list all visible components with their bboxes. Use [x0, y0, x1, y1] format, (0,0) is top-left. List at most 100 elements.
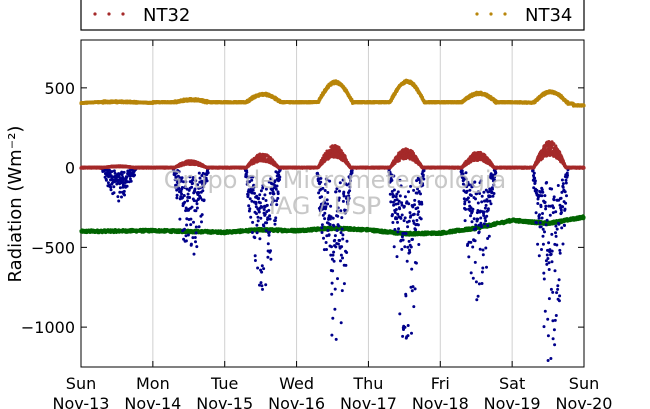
series-blue-point	[546, 334, 550, 338]
series-blue-point	[553, 269, 557, 273]
series-blue-point	[333, 287, 337, 291]
series-blue-point	[401, 238, 405, 242]
series-blue-point	[393, 211, 397, 214]
series-blue-point	[340, 289, 344, 293]
series-blue-point	[257, 210, 261, 214]
series-blue-point	[194, 209, 198, 213]
series-blue-point	[564, 178, 568, 182]
series-blue-point	[133, 173, 136, 177]
series-blue-point	[550, 260, 554, 264]
series-blue-point	[263, 212, 267, 216]
series-blue-point	[269, 257, 273, 261]
series-blue-point	[535, 188, 539, 192]
series-blue-point	[475, 298, 479, 302]
series-blue-point	[543, 309, 547, 313]
series-blue-point	[549, 357, 553, 360]
series-blue-point	[478, 247, 482, 251]
series-blue-point	[326, 229, 330, 232]
series-blue-point	[267, 233, 271, 237]
series-blue-point	[537, 216, 541, 220]
series-blue-point	[332, 259, 336, 263]
series-blue-point	[556, 284, 560, 288]
series-blue-point	[420, 202, 424, 206]
series-blue-point	[266, 255, 270, 259]
series-blue-point	[412, 305, 416, 309]
series-blue-point	[391, 213, 394, 216]
series-blue-point	[533, 179, 537, 183]
series-blue-point	[540, 248, 543, 251]
series-blue-point	[194, 240, 197, 244]
series-blue-point	[338, 239, 342, 242]
legend-marker-nt34	[475, 12, 507, 16]
series-blue-point	[334, 337, 338, 341]
series-blue-point	[543, 230, 546, 234]
series-blue-point	[339, 321, 343, 325]
series-blue-point	[474, 280, 478, 284]
series-blue-point	[556, 184, 560, 187]
series-blue-point	[419, 217, 423, 221]
series-blue-point	[546, 359, 550, 362]
series-blue-point	[202, 198, 206, 202]
series-blue-point	[189, 217, 193, 221]
series-blue-point	[345, 239, 349, 243]
series-blue-point	[194, 225, 198, 229]
series-blue-point	[403, 216, 407, 220]
series-blue-point	[408, 211, 412, 215]
series-blue-point	[339, 259, 342, 263]
series-blue-point	[330, 281, 334, 285]
series-blue-point	[413, 203, 416, 207]
series-blue-point	[464, 207, 468, 211]
series-blue-point	[560, 226, 564, 230]
series-blue-point	[266, 242, 270, 246]
series-blue-point	[396, 230, 400, 234]
series-blue-point	[250, 231, 254, 234]
legend-label-nt32: NT32	[143, 5, 190, 26]
series-blue-point	[320, 223, 324, 227]
series-blue-point	[414, 228, 418, 232]
series-blue-point	[256, 266, 260, 270]
series-blue-point	[555, 227, 559, 231]
series-blue-point	[341, 256, 344, 260]
series-blue-point	[398, 194, 402, 198]
series-blue-point	[393, 228, 397, 231]
series-blue-point	[480, 270, 484, 274]
series-blue-point	[413, 287, 417, 291]
series-blue-point	[123, 193, 126, 197]
series-blue-point	[261, 197, 265, 201]
series-blue-point	[550, 232, 554, 236]
series-blue-point	[552, 195, 556, 199]
series-blue-point	[482, 214, 486, 217]
series-blue-point	[248, 207, 252, 211]
series-blue-point	[542, 271, 546, 275]
series-blue-point	[327, 233, 331, 237]
series-blue-point	[549, 252, 553, 256]
series-blue-point	[251, 220, 255, 224]
series-blue-point	[470, 220, 474, 224]
series-blue-point	[477, 230, 481, 234]
series-blue-point	[542, 277, 546, 281]
series-blue-point	[540, 194, 544, 198]
series-blue-point	[332, 224, 336, 228]
series-blue-point	[481, 248, 485, 252]
series-blue-point	[561, 205, 565, 209]
series-blue-point	[537, 254, 541, 258]
series-blue-point	[330, 333, 334, 337]
series-blue-point	[345, 251, 349, 254]
series-blue-point	[324, 241, 328, 244]
series-blue-point	[122, 189, 126, 193]
series-blue-point	[485, 265, 488, 269]
series-blue-point	[398, 312, 402, 316]
series-blue-point	[261, 287, 264, 291]
series-blue-point	[538, 221, 542, 225]
series-blue-point	[476, 294, 480, 298]
series-blue-point	[540, 216, 544, 220]
series-blue-point	[337, 224, 341, 228]
series-blue-point	[398, 207, 402, 211]
series-blue-point	[336, 242, 340, 246]
series-blue-point	[330, 245, 333, 249]
series-blue-point	[417, 243, 421, 246]
series-blue-point	[118, 186, 122, 190]
series-blue-point	[192, 252, 196, 256]
series-blue-point	[463, 219, 467, 223]
series-blue-point	[473, 260, 477, 264]
